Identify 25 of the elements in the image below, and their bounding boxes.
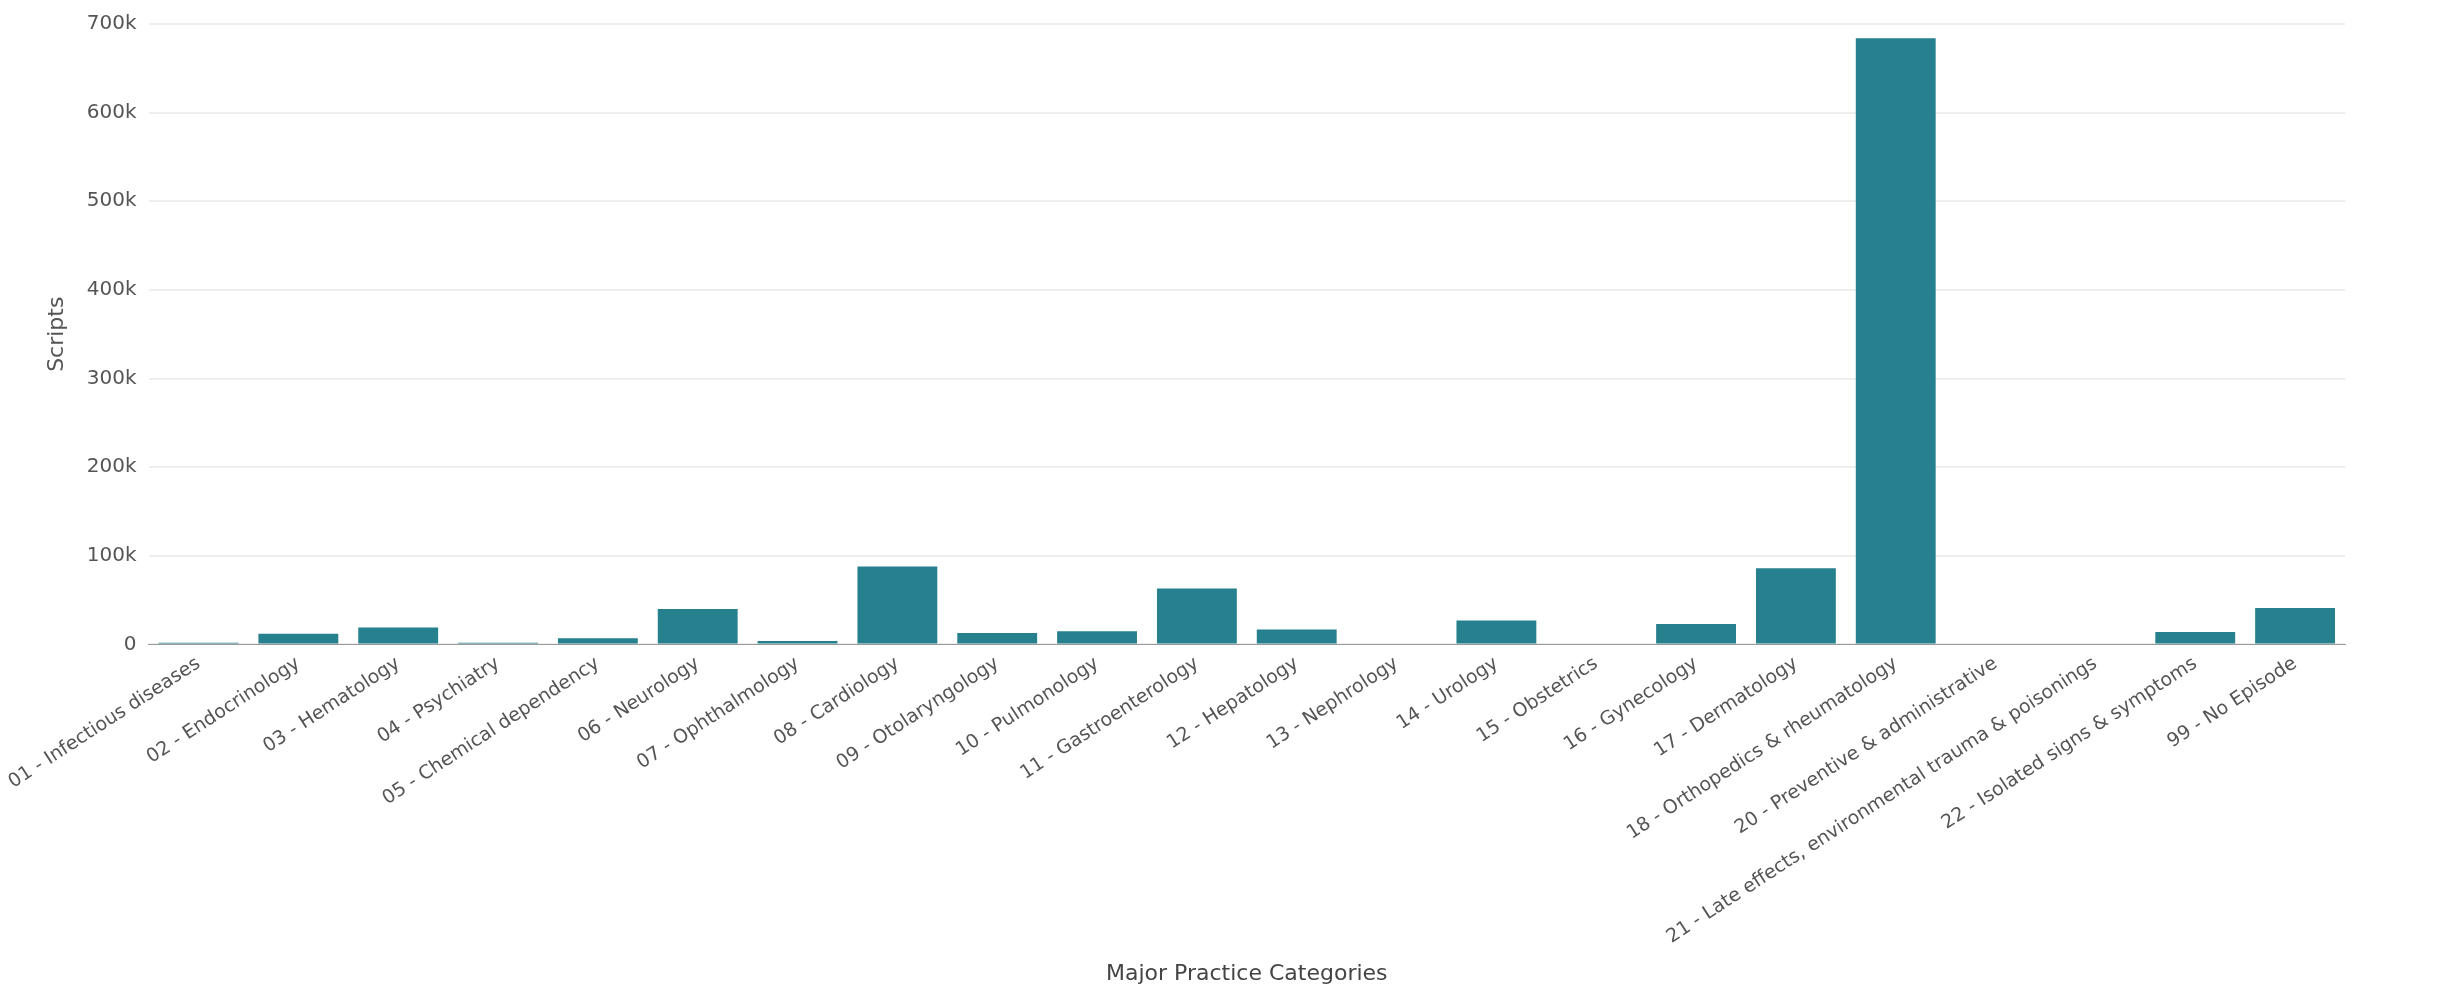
x-axis-title: Major Practice Categories	[1106, 959, 1388, 985]
bar	[1656, 624, 1736, 644]
bar	[1755, 568, 1836, 644]
bar	[358, 627, 439, 644]
y-axis-title: Scripts	[43, 296, 69, 372]
bar	[1057, 631, 1137, 644]
bar	[1456, 620, 1537, 644]
y-tick-label: 0	[123, 630, 137, 655]
y-tick-label: 400k	[86, 276, 138, 301]
bar	[258, 633, 339, 644]
bar	[957, 632, 1038, 644]
y-tick-label: 700k	[86, 10, 138, 35]
y-tick-label: 600k	[86, 98, 138, 123]
bar	[2155, 632, 2236, 644]
bar	[1156, 588, 1237, 644]
y-tick-label: 300k	[86, 364, 138, 389]
bar	[1855, 38, 1936, 644]
bar	[1256, 629, 1337, 644]
bar	[557, 638, 638, 644]
y-tick-label: 100k	[86, 542, 138, 567]
y-tick-label: 200k	[86, 453, 138, 478]
bar	[857, 566, 938, 644]
bar	[657, 609, 738, 644]
y-tick-label: 500k	[86, 187, 138, 212]
bar	[2255, 608, 2336, 644]
